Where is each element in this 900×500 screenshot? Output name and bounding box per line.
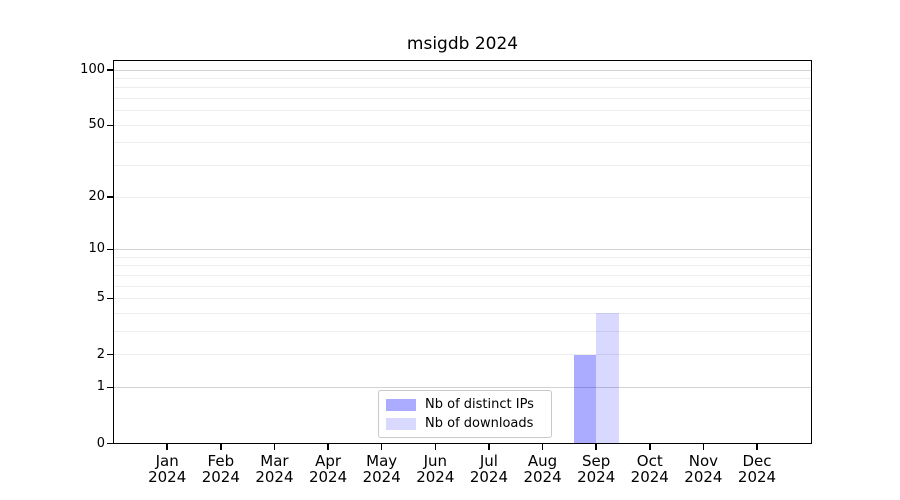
y-tick-mark bbox=[106, 297, 113, 300]
x-tick-mark bbox=[488, 443, 490, 450]
gridline bbox=[113, 274, 812, 276]
chart-title: msigdb 2024 bbox=[406, 34, 519, 54]
x-tick-label: Mar 2024 bbox=[255, 451, 294, 486]
x-tick-label: Feb 2024 bbox=[201, 451, 240, 486]
x-tick-mark bbox=[702, 443, 705, 450]
x-tick-mark bbox=[273, 443, 276, 450]
legend-label: Nb of downloads bbox=[425, 415, 534, 431]
y-tick-label: 5 bbox=[96, 290, 105, 306]
y-tick-label: 0 bbox=[96, 435, 105, 451]
bar-downloads bbox=[596, 313, 619, 444]
y-tick-label: 20 bbox=[88, 189, 105, 205]
x-tick-mark bbox=[327, 443, 329, 450]
y-tick-mark bbox=[106, 69, 113, 71]
x-tick-mark bbox=[595, 443, 597, 450]
y-tick-mark bbox=[106, 124, 113, 127]
gridline bbox=[113, 77, 812, 79]
gridline bbox=[113, 330, 812, 332]
x-tick-mark bbox=[541, 443, 544, 450]
x-tick-mark bbox=[434, 443, 437, 450]
x-tick-label: May 2024 bbox=[362, 451, 401, 486]
legend-row: Nb of downloads bbox=[386, 415, 543, 431]
gridline bbox=[113, 265, 812, 267]
x-tick-label: Nov 2024 bbox=[684, 451, 723, 486]
x-tick-label: Jun 2024 bbox=[416, 451, 455, 486]
y-tick-mark bbox=[106, 248, 113, 251]
gridline bbox=[113, 124, 812, 126]
y-tick-label: 2 bbox=[96, 346, 105, 362]
y-tick-mark bbox=[106, 353, 113, 356]
y-tick-label: 50 bbox=[88, 117, 105, 133]
gridline bbox=[113, 297, 812, 299]
y-tick-mark bbox=[106, 386, 113, 389]
plot-area bbox=[113, 60, 812, 444]
x-tick-label: Jul 2024 bbox=[469, 451, 508, 486]
y-tick-label: 100 bbox=[80, 62, 105, 77]
legend: Nb of distinct IPs Nb of downloads bbox=[378, 390, 552, 438]
legend-label: Nb of distinct IPs bbox=[425, 396, 534, 412]
legend-row: Nb of distinct IPs bbox=[386, 396, 543, 412]
gridline bbox=[113, 386, 812, 388]
legend-swatch-icon bbox=[386, 398, 416, 411]
x-tick-label: Jan 2024 bbox=[148, 451, 187, 486]
x-tick-mark bbox=[166, 443, 168, 450]
x-tick-label: Oct 2024 bbox=[630, 451, 669, 486]
x-tick-mark bbox=[649, 443, 651, 450]
y-tick-mark bbox=[106, 442, 113, 445]
x-tick-mark bbox=[380, 443, 383, 450]
gridline bbox=[113, 87, 812, 89]
gridline bbox=[113, 110, 812, 112]
gridline bbox=[113, 256, 812, 258]
gridline bbox=[113, 98, 812, 100]
x-tick-mark bbox=[756, 443, 758, 450]
gridline bbox=[113, 354, 812, 356]
gridline bbox=[113, 248, 812, 250]
x-tick-label: Apr 2024 bbox=[308, 451, 348, 486]
legend-swatch-icon bbox=[386, 417, 416, 430]
gridline bbox=[113, 312, 812, 314]
gridline bbox=[113, 285, 812, 287]
gridline bbox=[113, 69, 812, 71]
bar-distinct-ips bbox=[573, 354, 597, 444]
y-tick-label: 1 bbox=[96, 379, 105, 395]
gridline bbox=[113, 142, 812, 144]
gridline bbox=[113, 165, 812, 167]
x-tick-mark bbox=[220, 443, 222, 450]
y-tick-label: 10 bbox=[88, 241, 105, 257]
y-tick-mark bbox=[106, 196, 113, 198]
x-tick-label: Dec 2024 bbox=[737, 451, 777, 486]
x-tick-label: Aug 2024 bbox=[523, 451, 562, 486]
x-tick-label: Sep 2024 bbox=[577, 451, 616, 486]
gridline bbox=[113, 196, 812, 198]
